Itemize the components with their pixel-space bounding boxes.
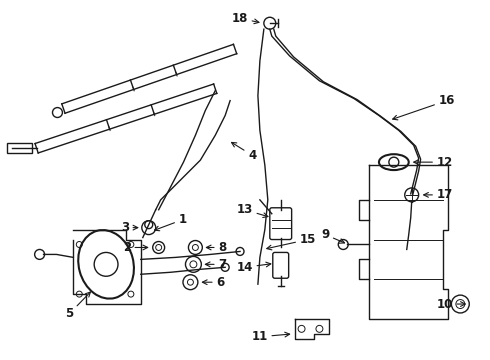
Text: 9: 9 (321, 228, 344, 243)
Text: 15: 15 (267, 233, 316, 250)
Text: 12: 12 (414, 156, 453, 168)
Text: 2: 2 (123, 241, 147, 254)
Text: 1: 1 (154, 213, 187, 231)
Text: 7: 7 (205, 258, 226, 271)
Text: 18: 18 (232, 12, 259, 25)
Text: 13: 13 (237, 203, 268, 217)
Text: 8: 8 (206, 241, 226, 254)
Text: 11: 11 (251, 330, 290, 343)
Text: 6: 6 (202, 276, 224, 289)
Text: 14: 14 (237, 261, 271, 274)
Text: 16: 16 (392, 94, 455, 120)
Text: 10: 10 (437, 297, 465, 311)
Text: 4: 4 (232, 143, 256, 162)
Text: 5: 5 (65, 292, 90, 320)
Text: 3: 3 (121, 221, 138, 234)
Text: 17: 17 (424, 188, 453, 201)
